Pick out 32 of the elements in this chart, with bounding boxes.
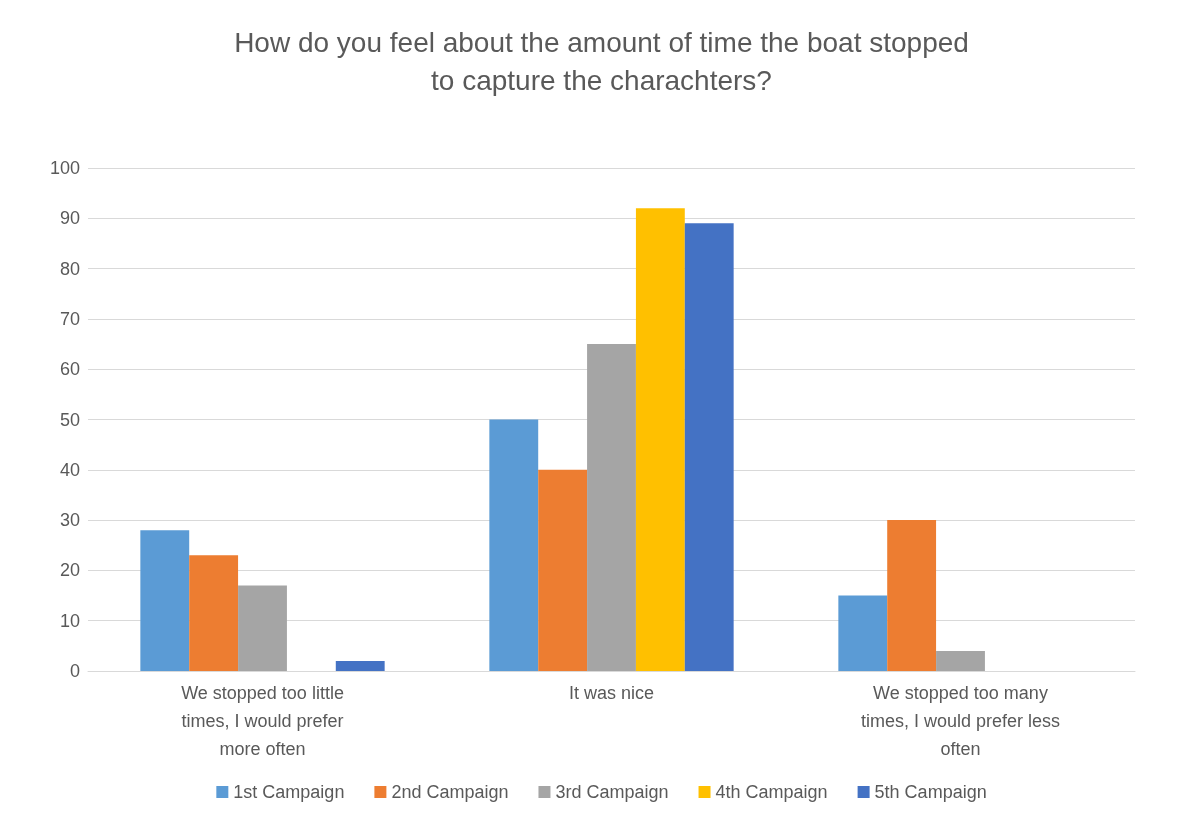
y-tick-label: 60 <box>59 359 80 380</box>
legend-label: 1st Campaign <box>233 782 345 802</box>
bar <box>936 650 985 671</box>
y-tick-label: 10 <box>59 610 80 631</box>
bar <box>538 469 588 671</box>
y-tick-label: 30 <box>59 510 80 531</box>
legend-label: 4th Campaign <box>715 782 828 802</box>
y-tick-label: 20 <box>59 560 80 581</box>
y-tick-label: 50 <box>59 409 80 430</box>
bar <box>587 344 636 671</box>
legend-label: 5th Campaign <box>874 782 987 802</box>
y-tick-label: 40 <box>59 459 80 480</box>
bar <box>838 595 888 671</box>
x-tick-label: It was nice <box>568 683 655 703</box>
y-tick-label: 80 <box>59 258 80 279</box>
x-tick-label: We stopped too many times, I would prefer less often <box>860 683 1061 759</box>
bar <box>189 555 239 671</box>
bar <box>489 419 539 671</box>
bar <box>335 660 385 671</box>
y-tick-label: 0 <box>69 661 80 681</box>
bar <box>140 530 190 671</box>
bar <box>635 208 685 671</box>
chart-title: How do you feel about the amount of time the boat stopped to capture the charachters? <box>234 26 969 96</box>
bar <box>887 520 937 671</box>
bar <box>684 223 734 671</box>
bar <box>238 585 287 671</box>
legend-label: 2nd Campaign <box>391 782 509 802</box>
y-tick-label: 70 <box>59 308 80 329</box>
y-tick-label: 100 <box>49 158 80 178</box>
y-tick-label: 90 <box>59 208 80 229</box>
x-tick-label: We stopped too little times, I would prefer more often <box>181 683 344 759</box>
legend-label: 3rd Campaign <box>555 782 669 802</box>
